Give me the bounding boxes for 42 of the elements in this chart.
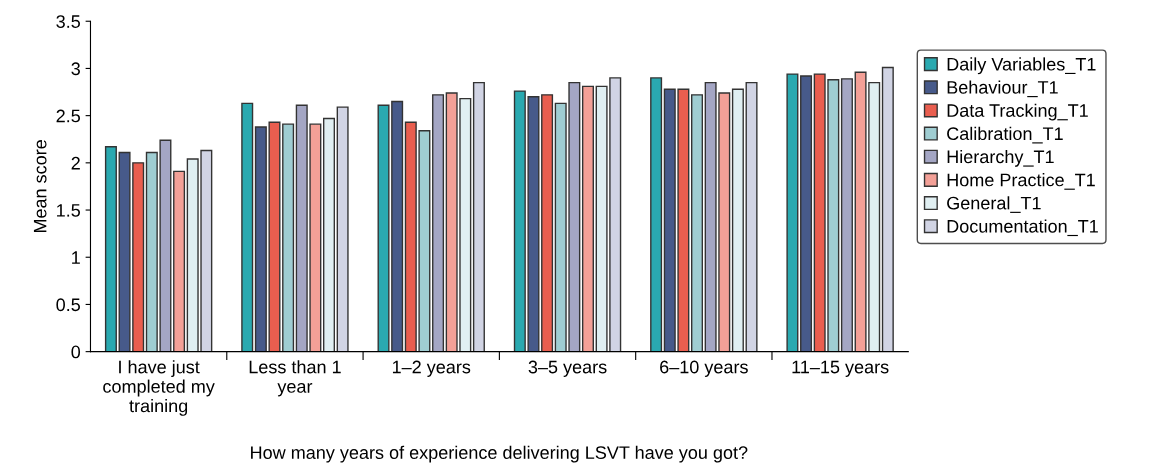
- bar: [691, 94, 704, 352]
- bar: [336, 106, 349, 352]
- y-tick-label: 0: [71, 345, 81, 359]
- bar: [322, 117, 336, 352]
- y-tick-label: 1.5: [57, 204, 80, 217]
- bar: [881, 66, 894, 352]
- bar: [472, 81, 485, 352]
- y-tick-label: 0.5: [56, 298, 80, 312]
- legend-label: General_T1: [947, 196, 1041, 213]
- bar: [581, 85, 594, 352]
- bar: [745, 81, 758, 352]
- x-tick-label: 1–2 years: [392, 360, 471, 377]
- x-tick-label: Less than 1 year: [249, 360, 341, 397]
- bar: [241, 102, 254, 352]
- bar: [800, 75, 813, 352]
- bar: [840, 78, 853, 352]
- y-axis-title: Mean score: [33, 140, 47, 233]
- bar: [650, 77, 663, 352]
- bar: [173, 170, 186, 352]
- bar: [541, 94, 554, 352]
- x-tick-label: I have just completed my training: [103, 360, 215, 416]
- legend-label: Hierarchy_T1: [947, 149, 1054, 167]
- bar: [282, 123, 295, 352]
- y-tick-label: 3: [71, 62, 80, 76]
- bar: [731, 88, 744, 352]
- bar: [104, 146, 117, 352]
- legend-label: Calibration_T1: [947, 126, 1063, 144]
- x-tick-label: 11–15 years: [792, 360, 889, 377]
- bar: [786, 73, 799, 352]
- legend-label: Behaviour_T1: [947, 80, 1058, 98]
- legend-label: Daily Variables_T1: [947, 57, 1096, 75]
- legend-label: Home Practice_T1: [947, 173, 1095, 190]
- bar: [432, 94, 445, 352]
- x-tick-label: 3–5 years: [528, 360, 607, 377]
- legend-label: Documentation_T1: [947, 219, 1098, 237]
- y-tick-label: 2: [71, 156, 80, 170]
- x-axis-title: How many years of experience delivering LSVT have you got?: [251, 445, 748, 463]
- legend-label: Data Tracking_T1: [947, 103, 1088, 121]
- y-tick-label: 1: [72, 251, 80, 264]
- y-tick-label: 2.5: [56, 109, 80, 123]
- x-tick-label: 6–10 years: [660, 360, 748, 377]
- y-tick-label: 3.5: [56, 15, 80, 28]
